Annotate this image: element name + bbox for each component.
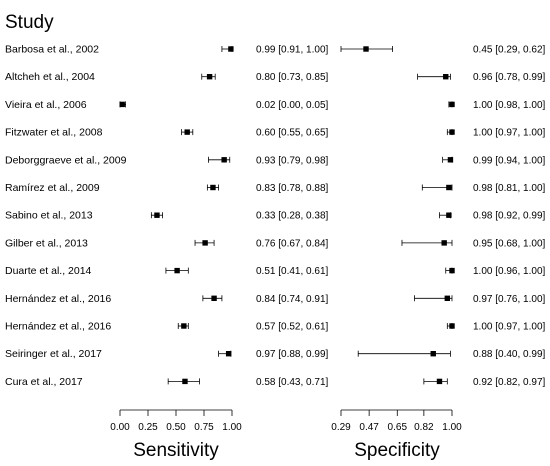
- point-estimate: [446, 184, 452, 191]
- sensitivity-panel: 0.99 [0.91, 1.00] 0.80 [0.73, 0.85] 0.02 […: [110, 45, 328, 462]
- estimate-ci-label: 0.45 [0.29, 0.62]: [473, 45, 546, 56]
- x-tick-label: 0.00: [110, 422, 130, 433]
- point-estimate: [436, 378, 443, 385]
- study-label: Vieira et al., 2006: [5, 99, 87, 111]
- point-estimate: [444, 295, 451, 301]
- point-estimate: [211, 295, 217, 301]
- estimate-ci-label: 0.58 [0.43, 0.71]: [256, 377, 329, 388]
- point-estimate: [447, 157, 454, 163]
- point-estimate: [206, 74, 213, 80]
- point-estimate: [449, 129, 455, 135]
- point-estimate: [225, 351, 232, 357]
- point-estimate: [446, 212, 452, 218]
- point-estimate: [430, 351, 436, 357]
- estimate-ci-label: 1.00 [0.98, 1.00]: [473, 100, 546, 111]
- study-label: Ramírez et al., 2009: [5, 182, 100, 194]
- study-label: Barbosa et al., 2002: [5, 44, 99, 56]
- point-estimate: [221, 157, 227, 163]
- estimate-ci-label: 0.57 [0.52, 0.61]: [256, 322, 329, 333]
- estimate-ci-label: 0.95 [0.68, 1.00]: [473, 238, 546, 249]
- specificity-panel: 0.45 [0.29, 0.62] 0.96 [0.78, 0.99] 1.00 […: [331, 45, 545, 462]
- estimate-ci-label: 0.99 [0.91, 1.00]: [256, 45, 329, 56]
- estimate-ci-label: 0.98 [0.81, 1.00]: [473, 183, 546, 194]
- estimate-ci-label: 0.83 [0.78, 0.88]: [256, 183, 329, 194]
- point-estimate: [184, 129, 190, 135]
- study-label: Deborggraeve et al., 2009: [5, 154, 127, 166]
- study-column-heading: Study: [5, 12, 54, 33]
- point-estimate: [449, 101, 455, 108]
- x-tick-label: 1.00: [222, 422, 242, 433]
- x-tick-label: 0.47: [359, 422, 379, 433]
- estimate-ci-label: 0.92 [0.82, 0.97]: [473, 377, 546, 388]
- study-label: Hernández et al., 2016: [5, 321, 111, 333]
- point-estimate: [443, 74, 449, 80]
- study-label: Gilber et al., 2013: [5, 237, 88, 249]
- study-label: Seiringer et al., 2017: [5, 348, 102, 360]
- x-tick-label: 0.65: [388, 422, 408, 433]
- estimate-ci-label: 0.96 [0.78, 0.99]: [473, 72, 546, 83]
- study-label: Altcheh et al., 2004: [5, 71, 95, 83]
- estimate-ci-label: 0.88 [0.40, 0.99]: [473, 349, 546, 360]
- point-estimate: [154, 212, 160, 218]
- estimate-ci-label: 0.97 [0.88, 0.99]: [256, 349, 329, 360]
- estimate-ci-label: 0.98 [0.92, 0.99]: [473, 211, 546, 222]
- point-estimate: [174, 267, 180, 274]
- estimate-ci-label: 0.33 [0.28, 0.38]: [256, 211, 329, 222]
- estimate-ci-label: 0.02 [0.00, 0.05]: [256, 100, 329, 111]
- panel-axis-title: Sensitivity: [133, 440, 219, 461]
- study-label: Duarte et al., 2014: [5, 265, 92, 277]
- study-label: Sabino et al., 2013: [5, 210, 93, 222]
- study-label: Fitzwater et al., 2008: [5, 127, 103, 139]
- estimate-ci-label: 0.99 [0.94, 1.00]: [473, 155, 546, 166]
- point-estimate: [363, 46, 369, 52]
- point-estimate: [441, 240, 447, 246]
- point-estimate: [202, 240, 208, 246]
- point-estimate: [119, 101, 125, 108]
- point-estimate: [449, 267, 455, 274]
- estimate-ci-label: 0.93 [0.79, 0.98]: [256, 155, 329, 166]
- x-tick-label: 1.00: [442, 422, 462, 433]
- study-label: Cura et al., 2017: [5, 376, 83, 388]
- panel-axis-title: Specificity: [354, 440, 440, 461]
- point-estimate: [210, 184, 216, 191]
- estimate-ci-label: 0.51 [0.41, 0.61]: [256, 266, 329, 277]
- point-estimate: [182, 378, 188, 385]
- study-labels: Barbosa et al., 2002 Altcheh et al., 2004…: [5, 44, 127, 388]
- estimate-ci-label: 0.60 [0.55, 0.65]: [256, 128, 329, 139]
- x-tick-label: 0.50: [166, 422, 186, 433]
- x-tick-label: 0.75: [194, 422, 214, 433]
- estimate-ci-label: 0.97 [0.76, 1.00]: [473, 294, 546, 305]
- estimate-ci-label: 1.00 [0.96, 1.00]: [473, 266, 546, 277]
- estimate-ci-label: 0.80 [0.73, 0.85]: [256, 72, 329, 83]
- x-tick-label: 0.82: [414, 422, 434, 433]
- estimate-ci-label: 0.84 [0.74, 0.91]: [256, 294, 329, 305]
- estimate-ci-label: 0.76 [0.67, 0.84]: [256, 238, 329, 249]
- estimate-ci-label: 1.00 [0.97, 1.00]: [473, 322, 546, 333]
- estimate-ci-label: 1.00 [0.97, 1.00]: [473, 128, 546, 139]
- x-tick-label: 0.29: [331, 422, 351, 433]
- point-estimate: [228, 46, 234, 52]
- study-label: Hernández et al., 2016: [5, 293, 111, 305]
- x-tick-label: 0.25: [138, 422, 158, 433]
- point-estimate: [449, 323, 455, 329]
- point-estimate: [181, 323, 187, 329]
